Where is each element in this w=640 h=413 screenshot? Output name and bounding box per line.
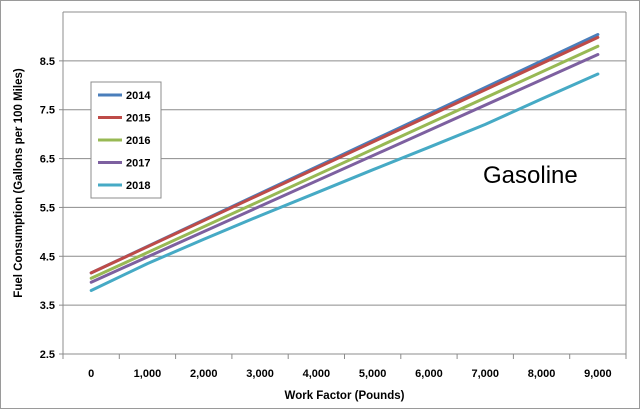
x-tick-label: 1,000 <box>134 368 162 380</box>
legend-label-2017: 2017 <box>126 158 150 170</box>
x-tick-label: 9,000 <box>584 368 612 380</box>
legend: 2014 2015 2016 2017 2018 <box>90 81 162 199</box>
series-line-2018 <box>89 72 600 292</box>
legend-label-2016: 2016 <box>126 135 150 147</box>
y-tick-label: 5.5 <box>40 202 55 214</box>
x-tick-label: 6,000 <box>415 368 443 380</box>
x-tick-label: 4,000 <box>303 368 331 380</box>
gasoline-annotation: Gasoline <box>483 162 578 189</box>
series-line-2016 <box>89 44 600 280</box>
y-tick-label: 4.5 <box>40 251 55 263</box>
y-tick-label: 3.5 <box>40 300 55 312</box>
x-axis-title: Work Factor (Pounds) <box>285 390 405 402</box>
y-tick-label: 8.5 <box>40 56 55 68</box>
x-tick-label: 8,000 <box>528 368 556 380</box>
y-axis-title: Fuel Consumption (Gallons per 100 Miles) <box>13 68 25 298</box>
x-tick-label: 5,000 <box>359 368 387 380</box>
series-line-2017 <box>89 53 600 284</box>
x-tick-label: 0 <box>88 368 94 380</box>
series-lines <box>89 33 600 292</box>
tick-labels: 2.5 3.5 4.5 5.5 6.5 7.5 8.5 0 1,000 2,000 3,000 4,0… <box>40 56 627 380</box>
legend-label-2018: 2018 <box>126 180 150 192</box>
y-tick-label: 6.5 <box>40 154 55 166</box>
series-line-2015 <box>89 35 600 275</box>
x-tick-label: 2,000 <box>190 368 218 380</box>
y-tick-label: 2.5 <box>40 349 55 361</box>
x-tick-label: 7,000 <box>471 368 499 380</box>
legend-label-2014: 2014 <box>126 90 151 102</box>
y-tick-label: 7.5 <box>40 105 55 117</box>
legend-label-2015: 2015 <box>126 113 150 125</box>
x-tick-label: 3,000 <box>246 368 274 380</box>
